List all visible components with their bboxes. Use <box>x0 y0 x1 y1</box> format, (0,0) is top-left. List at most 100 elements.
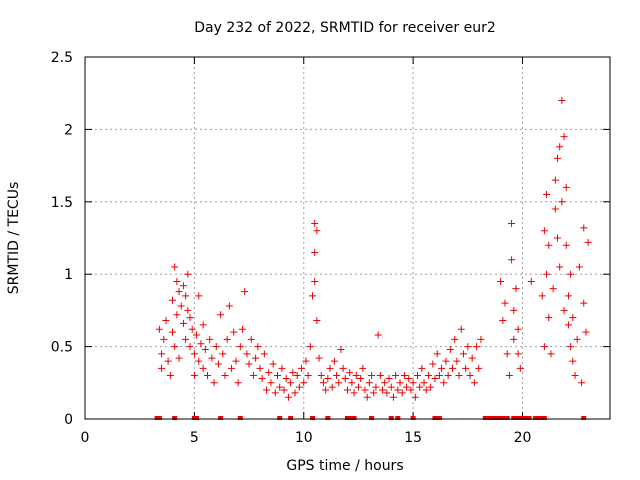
data-point <box>558 96 566 104</box>
axis-ticks: 0 5 10 15 20 0 0.5 1 1.5 2 2.5 <box>51 50 610 446</box>
data-point <box>564 321 572 329</box>
data-point <box>556 263 564 271</box>
y-tick-label: 1 <box>64 267 73 283</box>
data-point <box>206 335 214 343</box>
data-point <box>173 277 181 285</box>
data-point <box>348 379 356 387</box>
data-point <box>236 343 244 351</box>
data-point <box>276 383 284 391</box>
data-point <box>280 386 288 394</box>
data-point <box>564 292 572 300</box>
data-point <box>295 383 303 391</box>
data-point <box>453 357 461 365</box>
data-point <box>225 302 233 310</box>
data-point <box>217 311 225 319</box>
data-point <box>247 335 255 343</box>
data-point <box>516 364 524 372</box>
x-tick-label: 10 <box>295 430 313 446</box>
data-point <box>326 364 334 372</box>
data-point <box>582 328 590 336</box>
data-point <box>468 354 476 362</box>
zero-marker <box>432 416 438 420</box>
data-point <box>284 393 292 401</box>
y-tick-label: 2.5 <box>51 50 73 66</box>
x-tick-label: 0 <box>81 430 90 446</box>
zero-marker <box>218 416 224 420</box>
x-tick-label: 20 <box>514 430 532 446</box>
data-point <box>333 372 341 380</box>
data-point <box>179 319 187 327</box>
data-point <box>319 379 327 387</box>
data-point <box>162 317 170 325</box>
data-point <box>239 325 246 333</box>
data-point <box>501 299 509 307</box>
data-point <box>258 374 266 382</box>
data-point <box>580 299 588 307</box>
data-point <box>392 372 400 380</box>
data-point <box>556 143 564 151</box>
zero-marker <box>526 416 532 420</box>
data-point <box>210 379 218 387</box>
y-axis-label: SRMTID / TECUs <box>6 182 22 295</box>
data-point <box>293 372 301 380</box>
data-point <box>424 372 432 380</box>
grid-lines <box>85 57 610 419</box>
data-point <box>243 350 251 358</box>
data-point <box>398 389 406 397</box>
y-tick-label: 1.5 <box>51 195 73 211</box>
data-point <box>462 364 470 372</box>
data-point <box>545 241 553 249</box>
zero-marker <box>533 416 539 420</box>
data-point <box>418 364 426 372</box>
data-point <box>444 372 452 380</box>
data-point <box>551 205 559 213</box>
data-point <box>291 389 299 397</box>
data-point <box>256 364 264 372</box>
data-point <box>451 335 459 343</box>
data-point <box>328 383 336 391</box>
zero-marker <box>504 416 510 420</box>
zero-marker <box>325 416 331 420</box>
zero-marker <box>351 416 357 420</box>
data-point <box>223 335 231 343</box>
data-point <box>214 360 222 368</box>
data-point <box>188 325 196 333</box>
data-point <box>315 354 323 362</box>
zero-marker <box>541 416 547 420</box>
data-point <box>324 374 332 382</box>
zero-marker <box>156 416 162 420</box>
data-point <box>158 350 166 358</box>
data-point <box>245 360 253 368</box>
zero-marker <box>537 416 543 420</box>
data-point <box>547 350 555 358</box>
data-point <box>265 369 273 377</box>
zero-marker <box>522 416 528 420</box>
data-point <box>287 379 295 387</box>
data-point <box>339 364 347 372</box>
data-point <box>394 386 402 394</box>
data-point <box>169 296 176 304</box>
data-point <box>177 302 185 310</box>
data-point <box>372 383 380 391</box>
data-point <box>580 224 588 232</box>
data-point <box>508 256 516 264</box>
data-point <box>575 263 583 271</box>
data-point <box>228 364 236 372</box>
data-point <box>350 389 358 397</box>
data-point <box>363 393 371 401</box>
data-point <box>420 379 428 387</box>
data-point <box>311 220 319 228</box>
data-point <box>368 372 376 380</box>
data-point <box>409 379 417 387</box>
data-point <box>442 357 450 365</box>
data-point <box>169 328 176 336</box>
data-point <box>578 379 586 387</box>
data-point <box>435 372 443 380</box>
data-point <box>396 379 404 387</box>
data-point <box>274 372 281 380</box>
data-point <box>208 354 216 362</box>
data-point <box>289 369 297 377</box>
y-tick-label: 0 <box>64 412 73 428</box>
data-point <box>449 364 456 372</box>
